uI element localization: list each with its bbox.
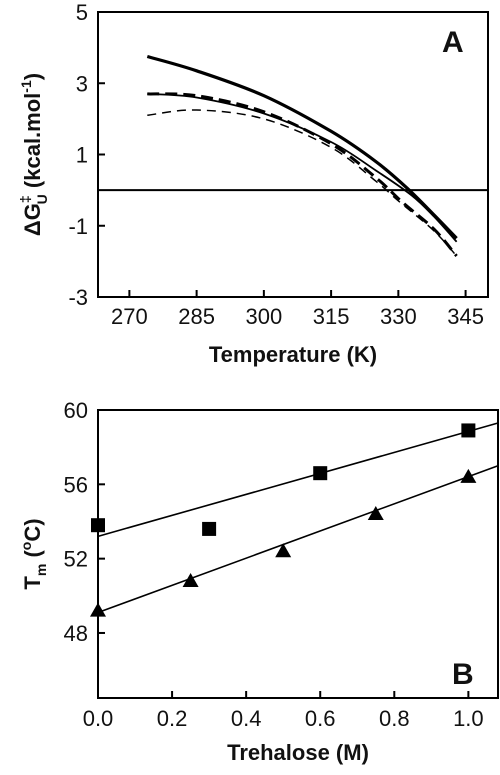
panel-b-triangle-point bbox=[367, 506, 384, 521]
panel-a-x-tick-label: 345 bbox=[447, 304, 484, 329]
panel-a-series-line-1 bbox=[146, 54, 458, 240]
panel-b-ylabel-unit-sup: o bbox=[18, 542, 34, 551]
panel-b-triangle-point bbox=[90, 602, 106, 617]
panel-b-x-axis-title: Trehalose (M) bbox=[227, 740, 369, 765]
panel-b-ylabel-close: C) bbox=[20, 518, 45, 541]
panel-b-x-tick-label: 0.8 bbox=[379, 706, 410, 731]
panel-b-y-tick-label: 60 bbox=[64, 398, 88, 423]
panel-b-ticks: 0.0 0.2 0.4 0.6 0.8 1.0 48 52 56 60 bbox=[64, 398, 484, 731]
panel-a-series-line-3 bbox=[147, 92, 458, 257]
panel-a-y-tick-label: 5 bbox=[76, 0, 88, 25]
panel-b-series bbox=[90, 422, 499, 617]
panel-a-ticks: 270 285 300 315 330 345 -3 -1 1 3 5 bbox=[68, 0, 484, 329]
panel-b-frame bbox=[97, 409, 499, 699]
panel-a-ylabel-unit-sup: -1 bbox=[18, 80, 34, 93]
panel-b-y-tick-label: 48 bbox=[64, 621, 88, 646]
panel-b-x-tick-label: 0.6 bbox=[305, 706, 336, 731]
panel-a-series-line-2 bbox=[147, 93, 458, 243]
panel-b-ylabel-main: T bbox=[20, 576, 45, 590]
panel-b-ylabel-unit: ( bbox=[20, 550, 45, 564]
panel-a-x-tick-label: 285 bbox=[178, 304, 215, 329]
panel-a-x-tick-label: 300 bbox=[246, 304, 283, 329]
panel-a-ylabel-sup: ‡ bbox=[17, 195, 33, 203]
panel-a-series bbox=[146, 54, 458, 257]
panel-b-ylabel-sub: m bbox=[33, 564, 49, 576]
panel-a-y-tick-label: -1 bbox=[68, 214, 88, 239]
panel-a-y-axis-title: ΔG‡U (kcal.mol-1) bbox=[17, 73, 50, 236]
panel-a-frame bbox=[97, 11, 489, 298]
panel-b-x-tick-label: 0.0 bbox=[83, 706, 114, 731]
panel-a-x-tick-label: 270 bbox=[111, 304, 148, 329]
panel-b-triangle-point bbox=[460, 468, 477, 483]
panel-b-y-tick-label: 56 bbox=[64, 472, 88, 497]
panel-b-triangle-point bbox=[275, 543, 292, 558]
panel-b-square-point bbox=[91, 518, 105, 533]
panel-b-x-tick-label: 1.0 bbox=[453, 706, 484, 731]
panel-b-fit-line-triangle bbox=[97, 464, 499, 614]
panel-a-tag: A bbox=[442, 26, 464, 59]
panel-a-y-tick-label: 3 bbox=[76, 71, 88, 96]
panel-a-x-tick-label: 330 bbox=[380, 304, 417, 329]
panel-a-x-tick-label: 315 bbox=[313, 304, 350, 329]
panel-b-square-point bbox=[461, 423, 476, 438]
panel-a-x-axis-title: Temperature (K) bbox=[209, 342, 377, 367]
panel-b-tag: B bbox=[452, 658, 474, 691]
panel-b-square-point bbox=[313, 466, 328, 481]
panel-a-y-tick-label: -3 bbox=[68, 285, 88, 310]
panel-b-fit-line-square bbox=[97, 422, 499, 538]
panel-a-ylabel-unit: (kcal.mol bbox=[20, 93, 45, 194]
panel-b-x-tick-label: 0.4 bbox=[231, 706, 262, 731]
panel-b-y-axis-title: Tm (oC) bbox=[18, 518, 49, 589]
panel-a-ylabel-sub: U bbox=[34, 194, 50, 204]
panel-b-y-tick-label: 52 bbox=[64, 547, 88, 572]
panel-a-y-tick-label: 1 bbox=[76, 143, 88, 168]
panel-a: 270 285 300 315 330 345 -3 -1 1 3 5 A Temperature … bbox=[17, 0, 489, 367]
panel-b-triangle-point bbox=[182, 572, 199, 587]
panel-b-x-tick-label: 0.2 bbox=[157, 706, 188, 731]
panel-b-square-point bbox=[202, 521, 217, 536]
panel-a-series-line-4 bbox=[147, 109, 458, 257]
panel-a-ylabel-close: ) bbox=[20, 73, 45, 80]
panel-a-ylabel-main: ΔG bbox=[20, 203, 45, 236]
panel-b: 0.0 0.2 0.4 0.6 0.8 1.0 48 52 56 60 B Trehalose (… bbox=[18, 398, 499, 765]
